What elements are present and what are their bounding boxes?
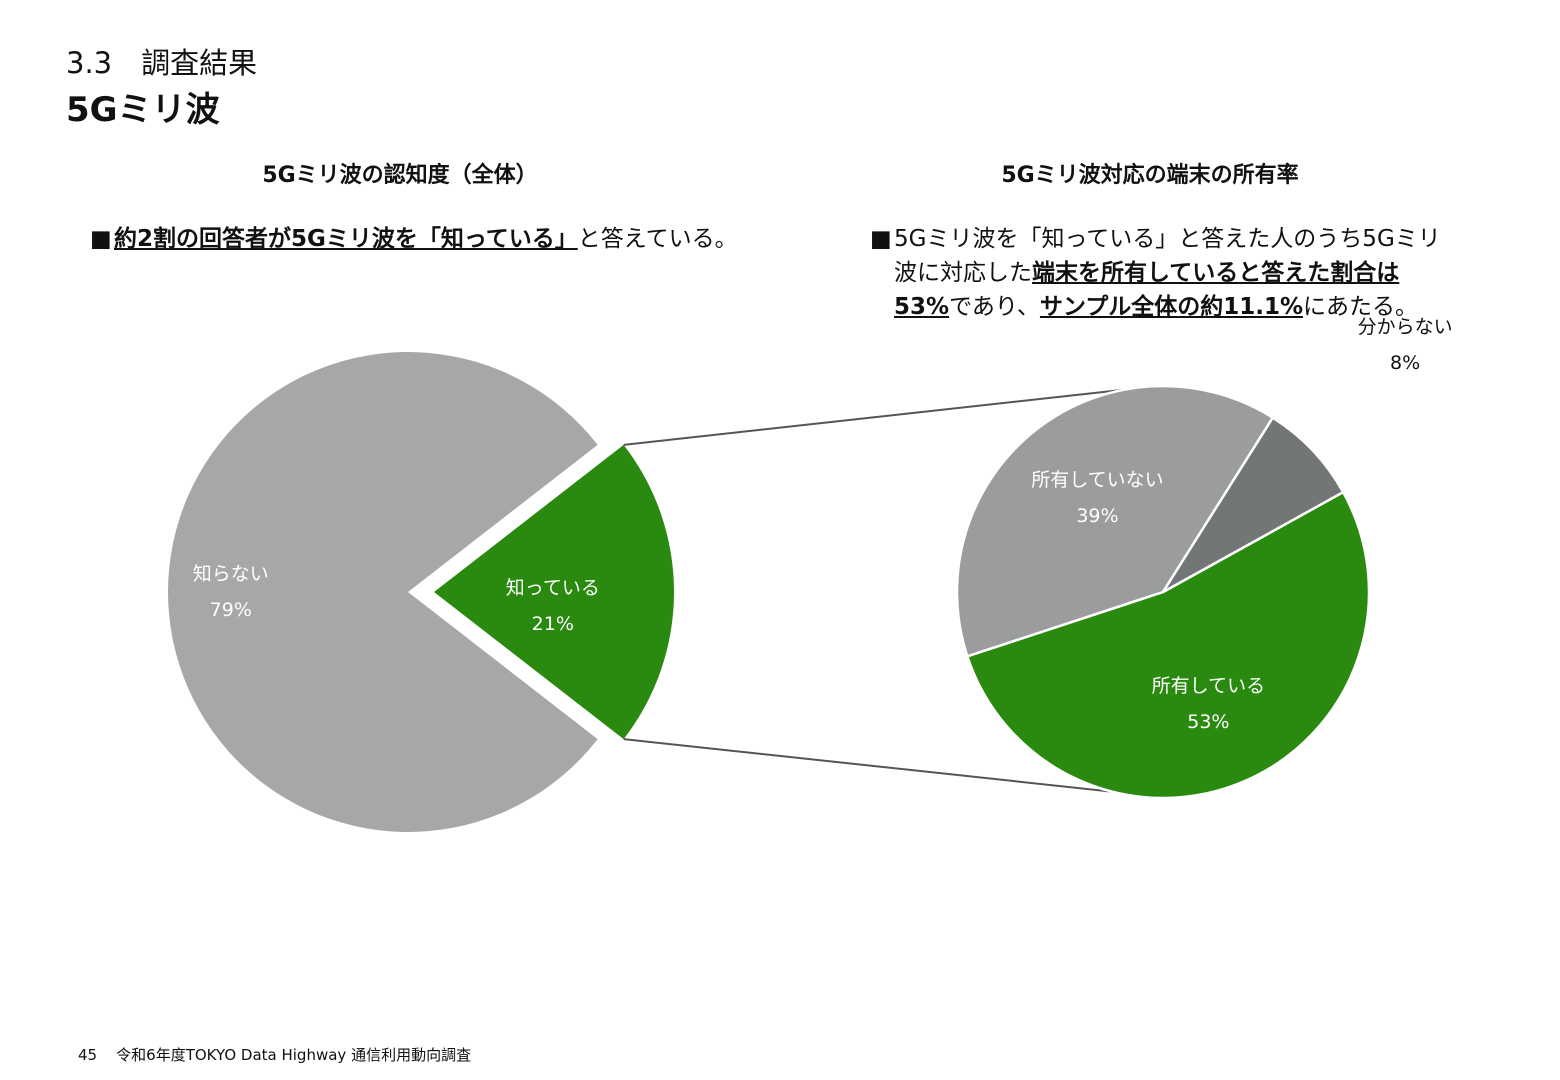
page-title: 5Gミリ波 <box>66 90 220 130</box>
footer-text: 令和6年度TOKYO Data Highway 通信利用動向調査 <box>116 1046 472 1064</box>
pie-slice-aware <box>434 444 675 740</box>
bullet-square-icon: ■ <box>870 226 892 252</box>
data-label-no-device: 所有していない 39% <box>1031 469 1163 527</box>
right-bullet-text: 5Gミリ波を「知っている」と答えた人のうち5Gミリ波に対応した端末を所有している… <box>894 222 1454 324</box>
right-bullet-part2: であり、 <box>949 294 1040 320</box>
footer: 45 令和6年度TOKYO Data Highway 通信利用動向調査 <box>78 1044 471 1065</box>
data-label-aware: 知っている 21% <box>506 577 600 635</box>
right-bullet-part3: にあたる。 <box>1303 294 1419 320</box>
connector-line-top <box>623 385 1159 446</box>
section-number: 3.3 調査結果 <box>66 46 258 80</box>
data-label-own-device: 所有している 53% <box>1152 675 1265 733</box>
pie-slice-no-device <box>955 384 1275 658</box>
page-number: 45 <box>78 1046 98 1064</box>
right-chart-title: 5Gミリ波対応の端末の所有率 <box>1001 163 1299 188</box>
pie-slice-unaware <box>168 352 598 832</box>
data-label-unaware: 知らない 79% <box>193 563 269 621</box>
left-bullet-emphasis: 約2割の回答者が5Gミリ波を「知っている」 <box>114 226 578 252</box>
right-bullet-emphasis-ownership: 端末を所有していると答えた割合は53% <box>894 260 1400 320</box>
left-chart-title: 5Gミリ波の認知度（全体） <box>262 163 538 188</box>
data-label-unknown: 分からない 8% <box>1358 316 1453 374</box>
left-bullet-text: 約2割の回答者が5Gミリ波を「知っている」と答えている。 <box>114 222 738 256</box>
pie-slice-unknown <box>1161 415 1345 594</box>
right-bullet-part1: 5Gミリ波を「知っている」と答えた人のうち5Gミリ波に対応した <box>894 226 1441 286</box>
right-bullet-emphasis-overall: サンプル全体の約11.1% <box>1039 294 1304 320</box>
left-bullet-rest: と答えている。 <box>577 226 738 252</box>
bullet-square-icon: ■ <box>90 226 112 252</box>
pie-slice-own-device <box>965 490 1371 800</box>
connector-line-bottom <box>623 738 1172 799</box>
